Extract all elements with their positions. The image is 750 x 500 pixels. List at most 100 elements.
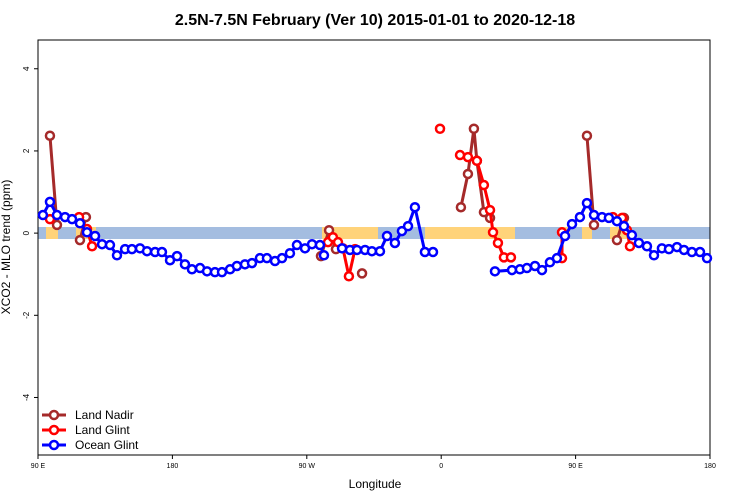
point bbox=[89, 230, 101, 242]
point bbox=[126, 243, 138, 255]
point bbox=[462, 168, 474, 180]
point bbox=[468, 123, 480, 135]
point bbox=[462, 151, 474, 163]
point bbox=[343, 271, 355, 282]
point bbox=[37, 209, 49, 221]
point bbox=[648, 250, 660, 261]
point bbox=[86, 241, 98, 252]
point bbox=[484, 204, 496, 216]
point bbox=[551, 252, 563, 264]
point bbox=[492, 237, 504, 249]
point bbox=[74, 234, 86, 246]
point bbox=[434, 123, 446, 135]
point bbox=[686, 246, 698, 258]
y-tick-label: -4 bbox=[22, 393, 31, 401]
point bbox=[381, 230, 393, 242]
point bbox=[186, 264, 198, 275]
point bbox=[318, 250, 330, 261]
y-tick-label: 2 bbox=[22, 148, 31, 153]
point bbox=[284, 248, 296, 259]
x-tick-label: 180 bbox=[704, 463, 716, 470]
point bbox=[611, 215, 623, 227]
x-tick-label: 90 E bbox=[31, 463, 46, 470]
point bbox=[51, 209, 63, 221]
land-band bbox=[582, 227, 592, 239]
point bbox=[574, 211, 586, 223]
point bbox=[603, 212, 615, 224]
x-axis-label: Longitude bbox=[349, 477, 402, 491]
point bbox=[51, 219, 63, 231]
point bbox=[216, 266, 228, 278]
legend-label: Land Glint bbox=[75, 423, 130, 437]
point bbox=[402, 220, 414, 232]
land-band bbox=[46, 227, 58, 239]
point bbox=[536, 264, 548, 276]
surface-band bbox=[38, 227, 710, 239]
point bbox=[356, 268, 368, 279]
point bbox=[581, 130, 593, 141]
legend-marker bbox=[48, 439, 60, 451]
point bbox=[314, 239, 326, 251]
point bbox=[44, 130, 56, 141]
y-axis-label: XCO2 - MLO trend (ppm) bbox=[0, 180, 13, 315]
point bbox=[111, 250, 123, 261]
point bbox=[521, 262, 533, 274]
point bbox=[588, 209, 600, 221]
point bbox=[489, 266, 501, 277]
x-tick-label: 180 bbox=[167, 463, 179, 470]
point bbox=[505, 252, 517, 263]
point bbox=[618, 220, 630, 232]
plot-frame bbox=[37, 39, 711, 456]
point bbox=[409, 201, 421, 213]
point bbox=[566, 218, 578, 230]
point bbox=[694, 246, 706, 258]
point bbox=[588, 219, 600, 231]
point bbox=[44, 196, 56, 208]
x-tick-label: 90 W bbox=[299, 463, 316, 470]
x-tick-label: 0 bbox=[439, 463, 443, 470]
point bbox=[581, 197, 593, 209]
point bbox=[171, 250, 183, 262]
point bbox=[179, 259, 191, 270]
point bbox=[156, 246, 168, 258]
point bbox=[455, 201, 467, 213]
point bbox=[66, 213, 78, 225]
land-band bbox=[425, 227, 515, 239]
point bbox=[81, 227, 93, 238]
legend-marker bbox=[48, 424, 60, 436]
point bbox=[74, 218, 86, 229]
point bbox=[471, 155, 483, 167]
chart-title: 2.5N-7.5N February (Ver 10) 2015-01-01 t… bbox=[175, 12, 575, 29]
point bbox=[366, 245, 378, 257]
point bbox=[276, 252, 288, 264]
point bbox=[291, 239, 303, 251]
point bbox=[374, 245, 386, 257]
point bbox=[487, 227, 499, 238]
point bbox=[246, 257, 258, 269]
point bbox=[427, 246, 439, 258]
point bbox=[419, 246, 431, 258]
point bbox=[261, 252, 273, 264]
point bbox=[478, 179, 490, 191]
y-tick-label: 0 bbox=[22, 230, 31, 235]
point bbox=[559, 230, 571, 242]
y-tick-label: -2 bbox=[22, 311, 31, 319]
point bbox=[641, 241, 653, 252]
point bbox=[351, 244, 363, 256]
y-tick-label: 4 bbox=[22, 66, 31, 71]
point bbox=[626, 229, 638, 241]
point bbox=[231, 260, 243, 272]
point bbox=[104, 239, 116, 251]
point bbox=[663, 243, 675, 255]
point bbox=[701, 252, 713, 264]
x-tick-label: 90 E bbox=[568, 463, 583, 470]
legend-label: Land Nadir bbox=[75, 408, 134, 422]
point bbox=[633, 237, 645, 249]
legend-label: Ocean Glint bbox=[75, 438, 139, 452]
point bbox=[141, 245, 153, 257]
point bbox=[611, 234, 623, 246]
legend-marker bbox=[48, 409, 60, 421]
point bbox=[624, 241, 636, 252]
point bbox=[389, 237, 401, 249]
